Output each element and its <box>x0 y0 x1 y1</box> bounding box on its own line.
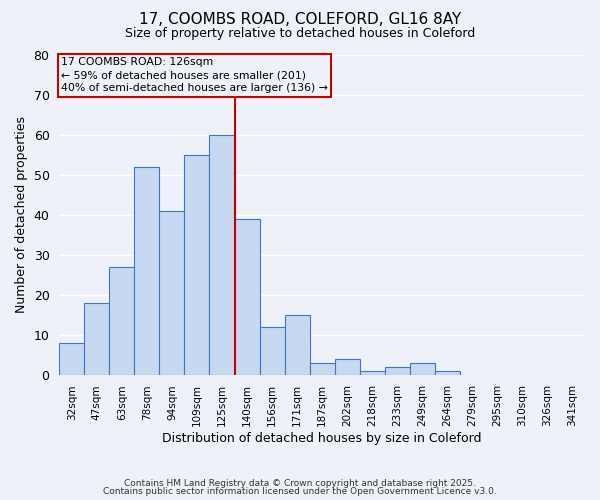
Text: Size of property relative to detached houses in Coleford: Size of property relative to detached ho… <box>125 28 475 40</box>
Bar <box>260 326 284 374</box>
Bar <box>310 362 335 374</box>
Bar <box>109 266 134 374</box>
Bar <box>85 302 109 374</box>
Bar <box>359 370 385 374</box>
X-axis label: Distribution of detached houses by size in Coleford: Distribution of detached houses by size … <box>163 432 482 445</box>
Bar <box>284 314 310 374</box>
Text: Contains HM Land Registry data © Crown copyright and database right 2025.: Contains HM Land Registry data © Crown c… <box>124 478 476 488</box>
Bar <box>160 211 184 374</box>
Text: Contains public sector information licensed under the Open Government Licence v3: Contains public sector information licen… <box>103 487 497 496</box>
Bar <box>435 370 460 374</box>
Bar <box>335 358 359 374</box>
Bar <box>209 135 235 374</box>
Bar <box>385 366 410 374</box>
Bar <box>410 362 435 374</box>
Bar <box>134 167 160 374</box>
Y-axis label: Number of detached properties: Number of detached properties <box>15 116 28 314</box>
Text: 17 COOMBS ROAD: 126sqm
← 59% of detached houses are smaller (201)
40% of semi-de: 17 COOMBS ROAD: 126sqm ← 59% of detached… <box>61 57 328 94</box>
Bar <box>59 342 85 374</box>
Bar <box>184 155 209 374</box>
Text: 17, COOMBS ROAD, COLEFORD, GL16 8AY: 17, COOMBS ROAD, COLEFORD, GL16 8AY <box>139 12 461 28</box>
Bar <box>235 219 260 374</box>
